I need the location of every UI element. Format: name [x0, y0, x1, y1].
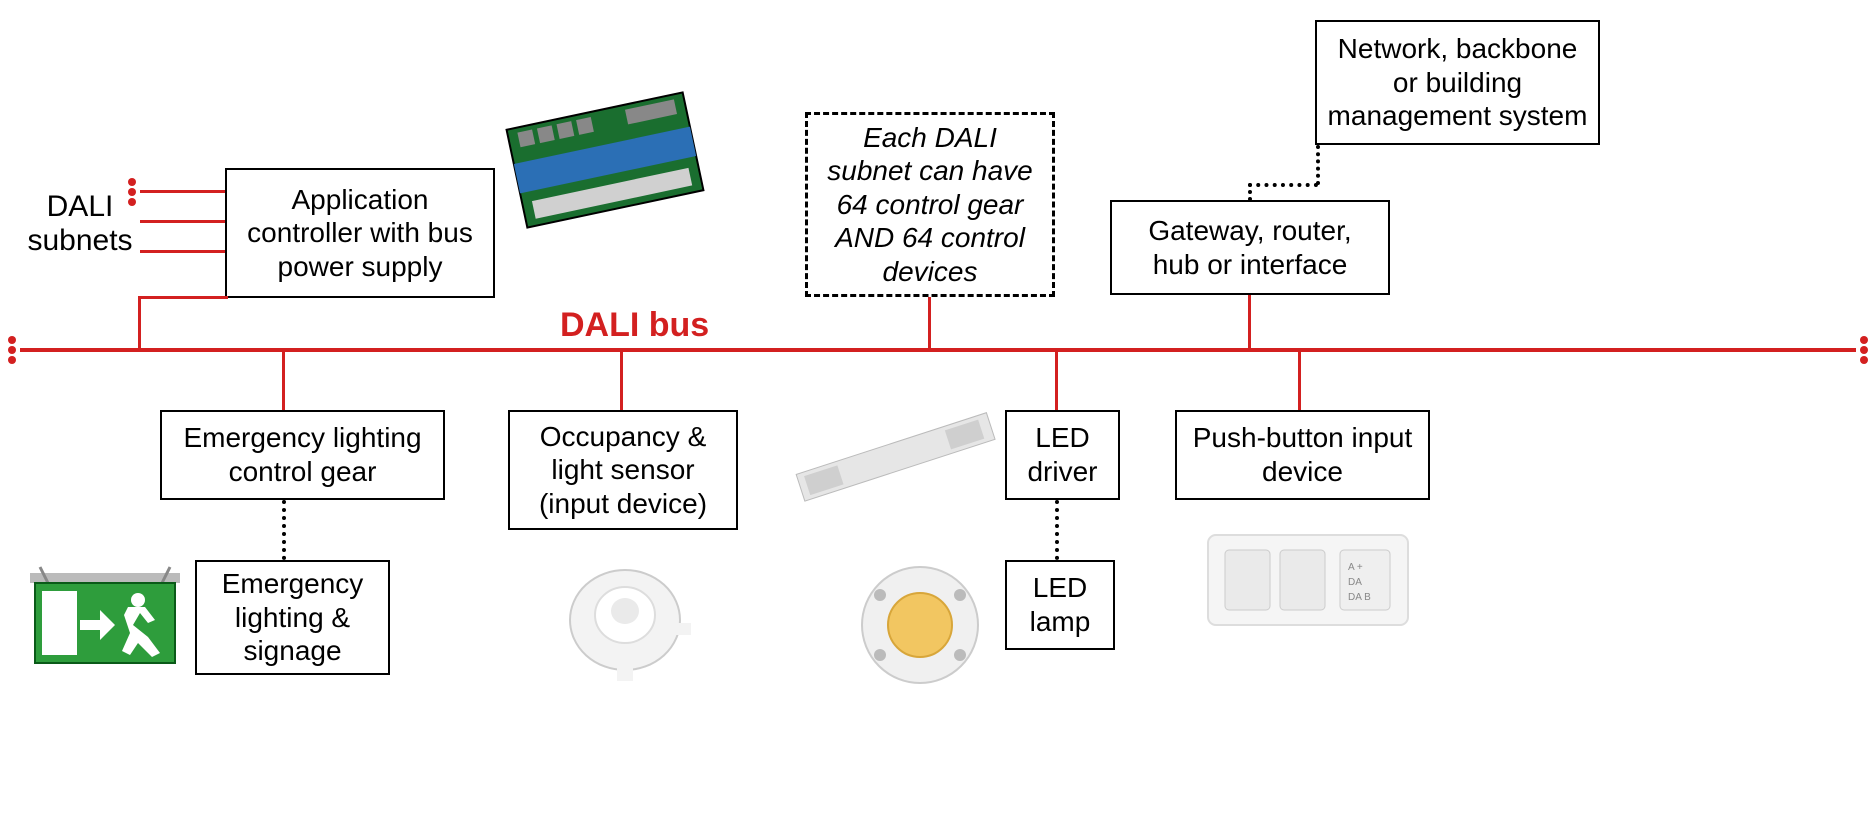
bus-drop — [1248, 295, 1251, 350]
gateway-box: Gateway, router, hub or interface — [1110, 200, 1390, 295]
subnet-line — [140, 190, 230, 193]
svg-text:DA: DA — [1348, 577, 1362, 588]
bus-main-line — [20, 348, 1856, 352]
bus-label: DALI bus — [560, 306, 709, 345]
emergency-sign-box: Emergency lighting & signage — [195, 560, 390, 675]
led-cob-icon — [845, 555, 995, 695]
bus-drop — [282, 350, 285, 410]
dotted-link — [1248, 183, 1252, 201]
svg-text:DA B: DA B — [1348, 592, 1371, 603]
subnet-line — [140, 250, 230, 253]
pir-sensor-icon — [555, 555, 695, 685]
bus-drop — [138, 296, 228, 299]
bus-dot — [1860, 346, 1868, 354]
push-button-box: Push-button input device — [1175, 410, 1430, 500]
bus-dot — [128, 178, 136, 186]
bus-dot — [1860, 336, 1868, 344]
bus-drop — [620, 350, 623, 410]
led-driver-strip-icon — [781, 380, 1009, 530]
svg-text:A +: A + — [1348, 562, 1363, 573]
controller-pcb-icon — [493, 71, 718, 250]
dotted-link — [1316, 145, 1320, 185]
bus-dot — [8, 346, 16, 354]
bus-dot — [128, 188, 136, 196]
bus-drop — [1298, 350, 1301, 410]
emergency-gear-box: Emergency lighting control gear — [160, 410, 445, 500]
dali-bus-diagram: DALI bus DALI subnets Application contro… — [0, 0, 1876, 818]
bus-drop — [1055, 350, 1058, 410]
led-lamp-box: LED lamp — [1005, 560, 1115, 650]
dotted-link — [1248, 183, 1318, 187]
bus-dot — [8, 336, 16, 344]
bus-drop — [138, 298, 141, 350]
bus-dot — [8, 356, 16, 364]
bus-dot — [128, 198, 136, 206]
occupancy-box: Occupancy & light sensor (input device) — [508, 410, 738, 530]
app-controller-box: Application controller with bus power su… — [225, 168, 495, 298]
led-driver-box: LED driver — [1005, 410, 1120, 500]
bus-drop — [928, 297, 931, 350]
dotted-link — [282, 500, 286, 560]
subnets-label: DALI subnets — [25, 190, 135, 258]
network-mgmt-box: Network, backbone or building management… — [1315, 20, 1600, 145]
subnet-line — [140, 220, 230, 223]
exit-sign-icon — [20, 565, 190, 680]
push-button-device-icon: A + DA DA B — [1200, 520, 1415, 640]
dotted-link — [1055, 500, 1059, 560]
bus-dot — [1860, 356, 1868, 364]
info-note-box: Each DALI subnet can have 64 control gea… — [805, 112, 1055, 297]
